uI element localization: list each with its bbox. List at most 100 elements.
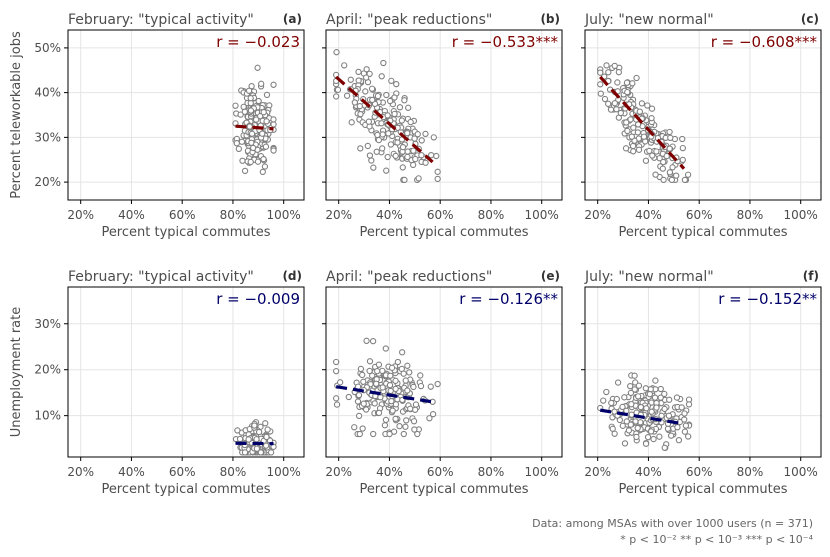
data-point [404,130,411,137]
data-point [418,152,425,159]
data-point [673,172,680,179]
data-point [261,163,269,170]
panel-label: (c) [801,12,819,26]
data-point [402,423,409,430]
data-point [681,428,689,435]
data-point [257,449,265,456]
data-point [375,136,383,144]
data-point [270,116,277,123]
x-tick-label: 80% [478,465,505,479]
y-tick-label: 50% [34,41,61,55]
data-point [648,105,656,112]
x-tick-label: 40% [635,208,662,222]
data-point [364,142,371,150]
data-point [379,384,386,391]
data-point [251,422,258,429]
data-point [248,130,256,137]
data-point [254,158,262,165]
data-point [657,385,664,393]
data-point [635,393,642,400]
panel-title: April: "peak reductions" [326,269,492,285]
data-point [383,167,390,174]
data-point [661,390,668,398]
x-tick-label: 20% [584,208,611,222]
data-point [412,155,419,163]
data-point [238,138,246,145]
data-point [232,102,239,109]
data-point [373,380,380,387]
scatter-points [333,337,441,438]
data-point [400,430,407,438]
data-point [679,135,686,143]
data-point [356,430,363,438]
data-point [429,410,437,418]
correlation-label: r = −0.608*** [711,33,818,51]
data-point [628,401,635,408]
x-tick-label: 20% [67,465,94,479]
data-point [624,127,631,135]
data-point [661,405,668,413]
x-tick-label: 60% [169,208,196,222]
panel-a: 20% 40% 60% 80% 100% 20% 30% 40% 50% February: "t… [9,12,305,240]
data-point [263,118,270,125]
x-axis-label: Percent typical commutes [618,482,787,497]
x-tick-label: 100% [267,465,301,479]
data-point [375,361,383,368]
data-point [369,337,377,345]
data-point [241,108,249,115]
x-tick-label: 20% [584,465,611,479]
data-point [434,380,441,388]
data-point [685,433,692,440]
data-point [624,88,631,96]
data-point [356,102,364,110]
data-point [597,81,604,88]
data-point [611,62,618,70]
x-tick-label: 40% [376,465,403,479]
correlation-label: r = −0.023 [216,33,300,51]
data-point [631,386,638,393]
data-point [636,108,643,115]
data-point [659,165,666,172]
data-point [669,164,676,171]
data-point [614,79,621,86]
data-point [252,116,260,123]
data-point [652,171,659,178]
data-point [387,387,394,395]
data-point [656,433,663,440]
data-point [412,401,420,408]
data-point [646,147,653,155]
data-point [663,152,670,160]
plot-frame [67,29,305,201]
data-point [401,97,408,104]
data-point [666,396,673,403]
data-point [262,143,270,150]
data-point [396,104,404,111]
data-point [681,416,688,423]
data-point [354,398,362,405]
data-point [254,64,261,71]
data-point [240,103,247,110]
data-point [668,176,676,184]
data-point [675,437,683,444]
data-point [359,371,366,379]
data-point [391,110,398,118]
data-point [247,95,254,102]
data-point [334,86,342,93]
y-tick-label: 20% [34,363,61,377]
x-tick-label: 40% [376,208,403,222]
data-point [363,66,370,73]
data-point [392,152,399,160]
x-tick-label: 60% [686,208,713,222]
panel-title: February: "typical activity" [68,12,254,28]
scatter-points [232,419,277,456]
data-point [232,120,239,127]
data-point [378,120,385,127]
data-point [360,400,367,407]
data-point [434,168,441,175]
data-point [262,442,270,449]
data-point [417,382,425,390]
data-point [633,74,640,82]
x-tick-label: 100% [784,208,818,222]
data-point [263,433,270,441]
data-point [614,379,622,386]
